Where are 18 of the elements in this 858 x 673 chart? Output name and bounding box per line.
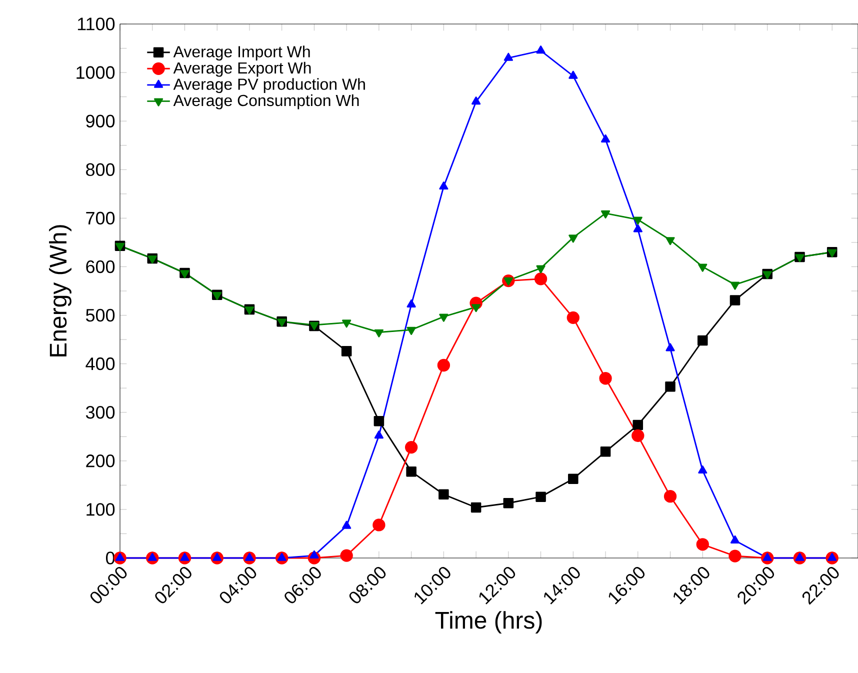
y-tick-label: 0	[106, 552, 115, 564]
y-tick-label: 800	[86, 163, 115, 176]
y-axis-title: Energy (Wh)	[49, 225, 72, 356]
legend-label: Average Consumption Wh	[173, 94, 359, 110]
y-tick-label: 900	[86, 114, 115, 128]
y-tick-label: 100	[86, 503, 115, 516]
y-tick-label: 300	[86, 406, 115, 419]
y-tick-label: 600	[86, 260, 115, 274]
y-tick-label: 500	[86, 308, 115, 322]
y-tick-label: 1100	[78, 18, 115, 30]
legend-label: Average PV production Wh	[173, 78, 365, 94]
x-axis-title: Time (hrs)	[435, 611, 542, 634]
y-tick-label: 400	[86, 357, 115, 370]
y-tick-label: 200	[86, 454, 115, 468]
legend-label: Average Import Wh	[173, 46, 310, 61]
legend-label: Average Export Wh	[173, 62, 311, 77]
y-tick-label: 1000	[76, 66, 115, 79]
y-tick-label: 700	[86, 212, 115, 225]
